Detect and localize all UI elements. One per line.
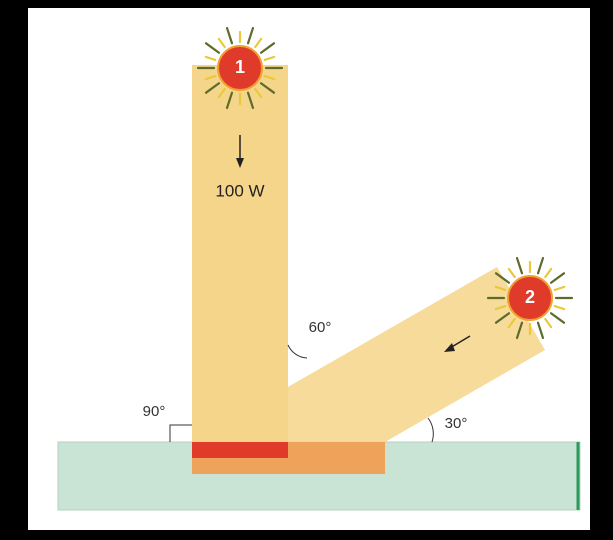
sun-ray [549,312,566,324]
angle-30-label: 30° [445,415,468,432]
arrow-2-head [444,343,455,352]
sun-ray [254,37,263,49]
sun-ray [254,87,263,99]
sun-2-label: 2 [525,287,535,307]
sun [507,275,553,321]
angle-30 [427,417,434,443]
sun-ray [263,74,276,81]
sun-ray [259,82,276,94]
sun-ray [259,42,276,54]
sun-ray [544,317,553,329]
sun-ray [507,317,516,329]
sun-ray [217,87,226,99]
vertical-beam [192,65,288,458]
arrow-1-head [236,158,244,168]
sun-ray [494,304,507,311]
sun-ray [507,267,516,279]
sun-ray [204,82,221,94]
sun-ray [204,55,217,62]
sun-ray [263,55,276,62]
sun-ray [553,285,566,292]
arrows [236,135,471,352]
sun [217,45,263,91]
suns [196,26,574,340]
power-label: 100 W [215,181,264,200]
angle-60-label: 60° [309,319,332,336]
sun-ray [225,26,234,45]
sun-ray [536,256,545,275]
arrow-2 [449,335,471,349]
sun-ray [246,91,255,110]
direct-footprint [192,442,288,458]
sun-ray [515,321,524,340]
sun-ray [204,74,217,81]
angle-60 [287,344,308,359]
sun-ray [536,321,545,340]
sun-1-label: 1 [235,57,245,77]
sun-ray [217,37,226,49]
sun-ray [515,256,524,275]
sun-ray [549,272,566,284]
angle-marks [169,344,434,443]
slanted-beam [192,267,545,442]
sun-ray [246,26,255,45]
sun-ray [225,91,234,110]
sun-ray [494,285,507,292]
sun-ray [494,272,511,284]
sun-ray [544,267,553,279]
sun-ray [494,312,511,324]
angle-90-label: 90° [143,403,166,420]
sun-ray [553,304,566,311]
angle-90 [169,424,192,442]
sun-ray [204,42,221,54]
